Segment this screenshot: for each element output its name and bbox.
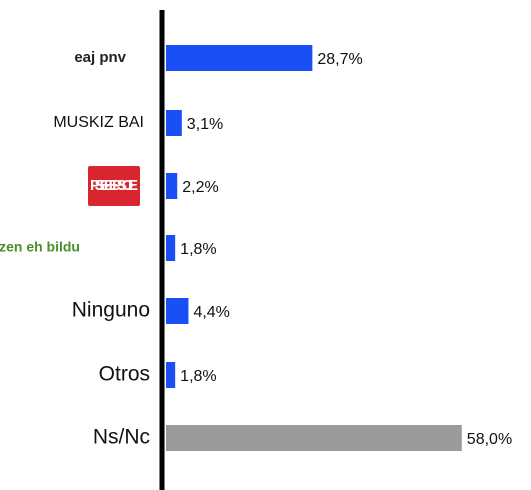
- value-label: 58,0%: [467, 431, 512, 448]
- value-label: 1,8%: [180, 368, 216, 385]
- bar: [166, 110, 182, 136]
- category-label: eaj pnv: [74, 49, 126, 66]
- category-label: Ninguno: [72, 299, 150, 322]
- category-label: Ns/Nc: [93, 426, 150, 449]
- category-label: Otros: [99, 363, 150, 386]
- category-label: PSE-EE PSOE: [90, 177, 138, 194]
- bar: [166, 298, 189, 324]
- bar: [166, 425, 462, 451]
- category-label: Biltzen eh bildu: [0, 239, 80, 255]
- bar: [166, 362, 176, 388]
- category-label: MUSKIZ BAI: [53, 114, 144, 131]
- bar: [166, 173, 178, 199]
- value-label: 2,2%: [182, 179, 218, 196]
- value-label: 4,4%: [193, 304, 229, 321]
- bar: [166, 45, 313, 71]
- value-label: 3,1%: [187, 116, 223, 133]
- value-label: 28,7%: [317, 51, 362, 68]
- value-label: 1,8%: [180, 241, 216, 258]
- logo-background: [88, 166, 140, 206]
- bar: [166, 235, 176, 261]
